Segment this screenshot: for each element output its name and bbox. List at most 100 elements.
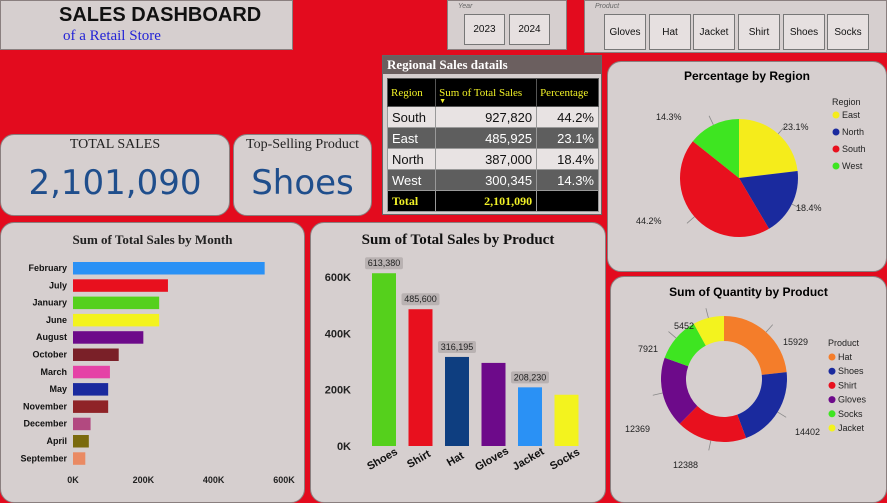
header-sum-total-sales[interactable]: Sum of Total Sales ▼ [435,78,538,107]
donut-slice-socks[interactable] [664,323,706,367]
product-slicer: Product Gloves Hat Jacket Shirt Shoes So… [584,0,887,53]
legend-item-west[interactable]: West [842,161,863,171]
product-bar-hat[interactable] [445,356,469,446]
product-bar-gloves[interactable] [481,362,506,446]
month-bar-june[interactable] [73,313,160,327]
product-option-gloves[interactable]: Gloves [604,14,646,50]
product-data-label: 613,380 [368,258,401,268]
pie-leader-line [686,216,695,224]
month-bar-august[interactable] [73,331,144,344]
month-xtick: 200K [133,475,155,485]
donut-slice-label: 7921 [638,344,658,354]
pie-leader-line [791,203,802,209]
product-option-shirt[interactable]: Shirt [738,14,780,50]
product-slicer-caption: Product [595,3,620,10]
donut-slice-gloves[interactable] [661,357,698,424]
month-tick-june: June [46,315,67,325]
pie-slice-west[interactable] [692,119,739,178]
month-tick-april: April [46,436,67,446]
cell-pct: 23.1% [536,127,599,149]
product-ytick: 200K [325,385,351,397]
donut-slice-jacket[interactable] [693,316,724,346]
month-bar-january[interactable] [73,296,160,310]
product-bar-socks[interactable] [554,394,579,446]
donut-slice-hat[interactable] [724,316,787,375]
legend-item-socks[interactable]: Socks [838,409,863,419]
month-bar-november[interactable] [73,400,109,413]
legend-item-shoes[interactable]: Shoes [838,366,864,376]
month-tick-november: November [23,401,68,411]
pie-slice-east[interactable] [739,119,798,178]
legend-marker [828,381,836,389]
top-product-value: Shoes [251,163,354,203]
month-bar-march[interactable] [73,365,110,379]
donut-slice-label: 12369 [625,424,650,434]
month-bar-october[interactable] [73,348,119,362]
product-bar-jacket[interactable] [518,387,542,446]
pie-leader-line [708,115,714,126]
product-data-label: 485,600 [404,294,437,304]
pie-chart-title: Percentage by Region [683,69,811,83]
month-bar-april[interactable] [73,435,89,448]
month-bar-september[interactable] [73,452,86,465]
dashboard-title: SALES DASHBOARD [59,4,262,26]
month-bar-may[interactable] [73,383,109,396]
header-region[interactable]: Region [386,78,437,107]
month-tick-may: May [49,384,67,394]
donut-slice-label: 12388 [673,460,698,470]
pie-slice-south[interactable] [680,141,770,237]
pie-slice-label: 44.2% [636,216,662,226]
legend-item-east[interactable]: East [842,110,861,120]
header-percentage[interactable]: Percentage [536,78,599,107]
month-xtick: 400K [203,475,225,485]
product-option-hat[interactable]: Hat [649,14,691,50]
donut-leader-line [652,392,663,396]
month-bar-february[interactable] [73,262,265,275]
month-bar-july[interactable] [73,279,168,292]
donut-chart-title: Sum of Quantity by Product [669,285,828,299]
month-tick-october: October [32,350,67,360]
legend-item-hat[interactable]: Hat [838,352,853,362]
donut-slice-shirt[interactable] [679,406,747,442]
quantity-donut-chart: 15929 14402 12388 12369 7921 5452 Product Hat Sh… [625,308,867,470]
donut-leader-line [708,440,712,451]
total-sales-value: 2,101,090 [28,163,202,203]
month-tick-august: August [36,332,67,342]
pie-slice-label: 23.1% [783,122,809,132]
product-bar-shirt[interactable] [408,309,433,446]
donut-slice-shoes[interactable] [737,372,787,439]
legend-item-north[interactable]: North [842,127,864,137]
month-bar-december[interactable] [73,417,91,431]
cell-region: South [386,106,437,128]
pie-slice-north[interactable] [739,170,798,229]
legend-marker [828,396,836,404]
year-option-2023[interactable]: 2023 [464,14,505,45]
legend-marker [832,145,840,153]
month-tick-january: January [32,298,67,308]
region-pie-panel: Percentage by Region 23.1% 18.4% 44.2% 14.3… [607,61,887,272]
data-label-bg [401,293,440,306]
product-xtick-socks: Socks [548,446,582,473]
year-option-2024[interactable]: 2024 [509,14,550,45]
legend-marker [828,353,836,361]
product-chart-title: Sum of Total Sales by Product [361,232,555,248]
table-row: West 300,345 14.3% [386,169,599,191]
table-total-row: Total 2,101,090 [386,190,599,212]
product-option-jacket[interactable]: Jacket [693,14,735,50]
product-bar-shoes[interactable] [372,273,396,446]
regional-table-title: Regional Sales datails [383,56,601,74]
donut-slice-label: 14402 [795,427,820,437]
product-xtick-shirt: Shirt [405,448,433,471]
product-option-socks[interactable]: Socks [827,14,869,50]
legend-item-jacket[interactable]: Jacket [838,423,865,433]
cell-sales: 387,000 [435,148,538,170]
pie-slice-label: 14.3% [656,112,682,122]
legend-item-south[interactable]: South [842,144,866,154]
product-option-shoes[interactable]: Shoes [783,14,825,50]
legend-item-gloves[interactable]: Gloves [838,395,867,405]
dashboard-subtitle: of a Retail Store [63,28,161,44]
legend-marker [828,410,836,418]
data-label-bg [365,257,403,270]
regional-sales-table: Region Sum of Total Sales ▼ Percentage So… [386,78,599,212]
legend-item-shirt[interactable]: Shirt [838,380,857,390]
